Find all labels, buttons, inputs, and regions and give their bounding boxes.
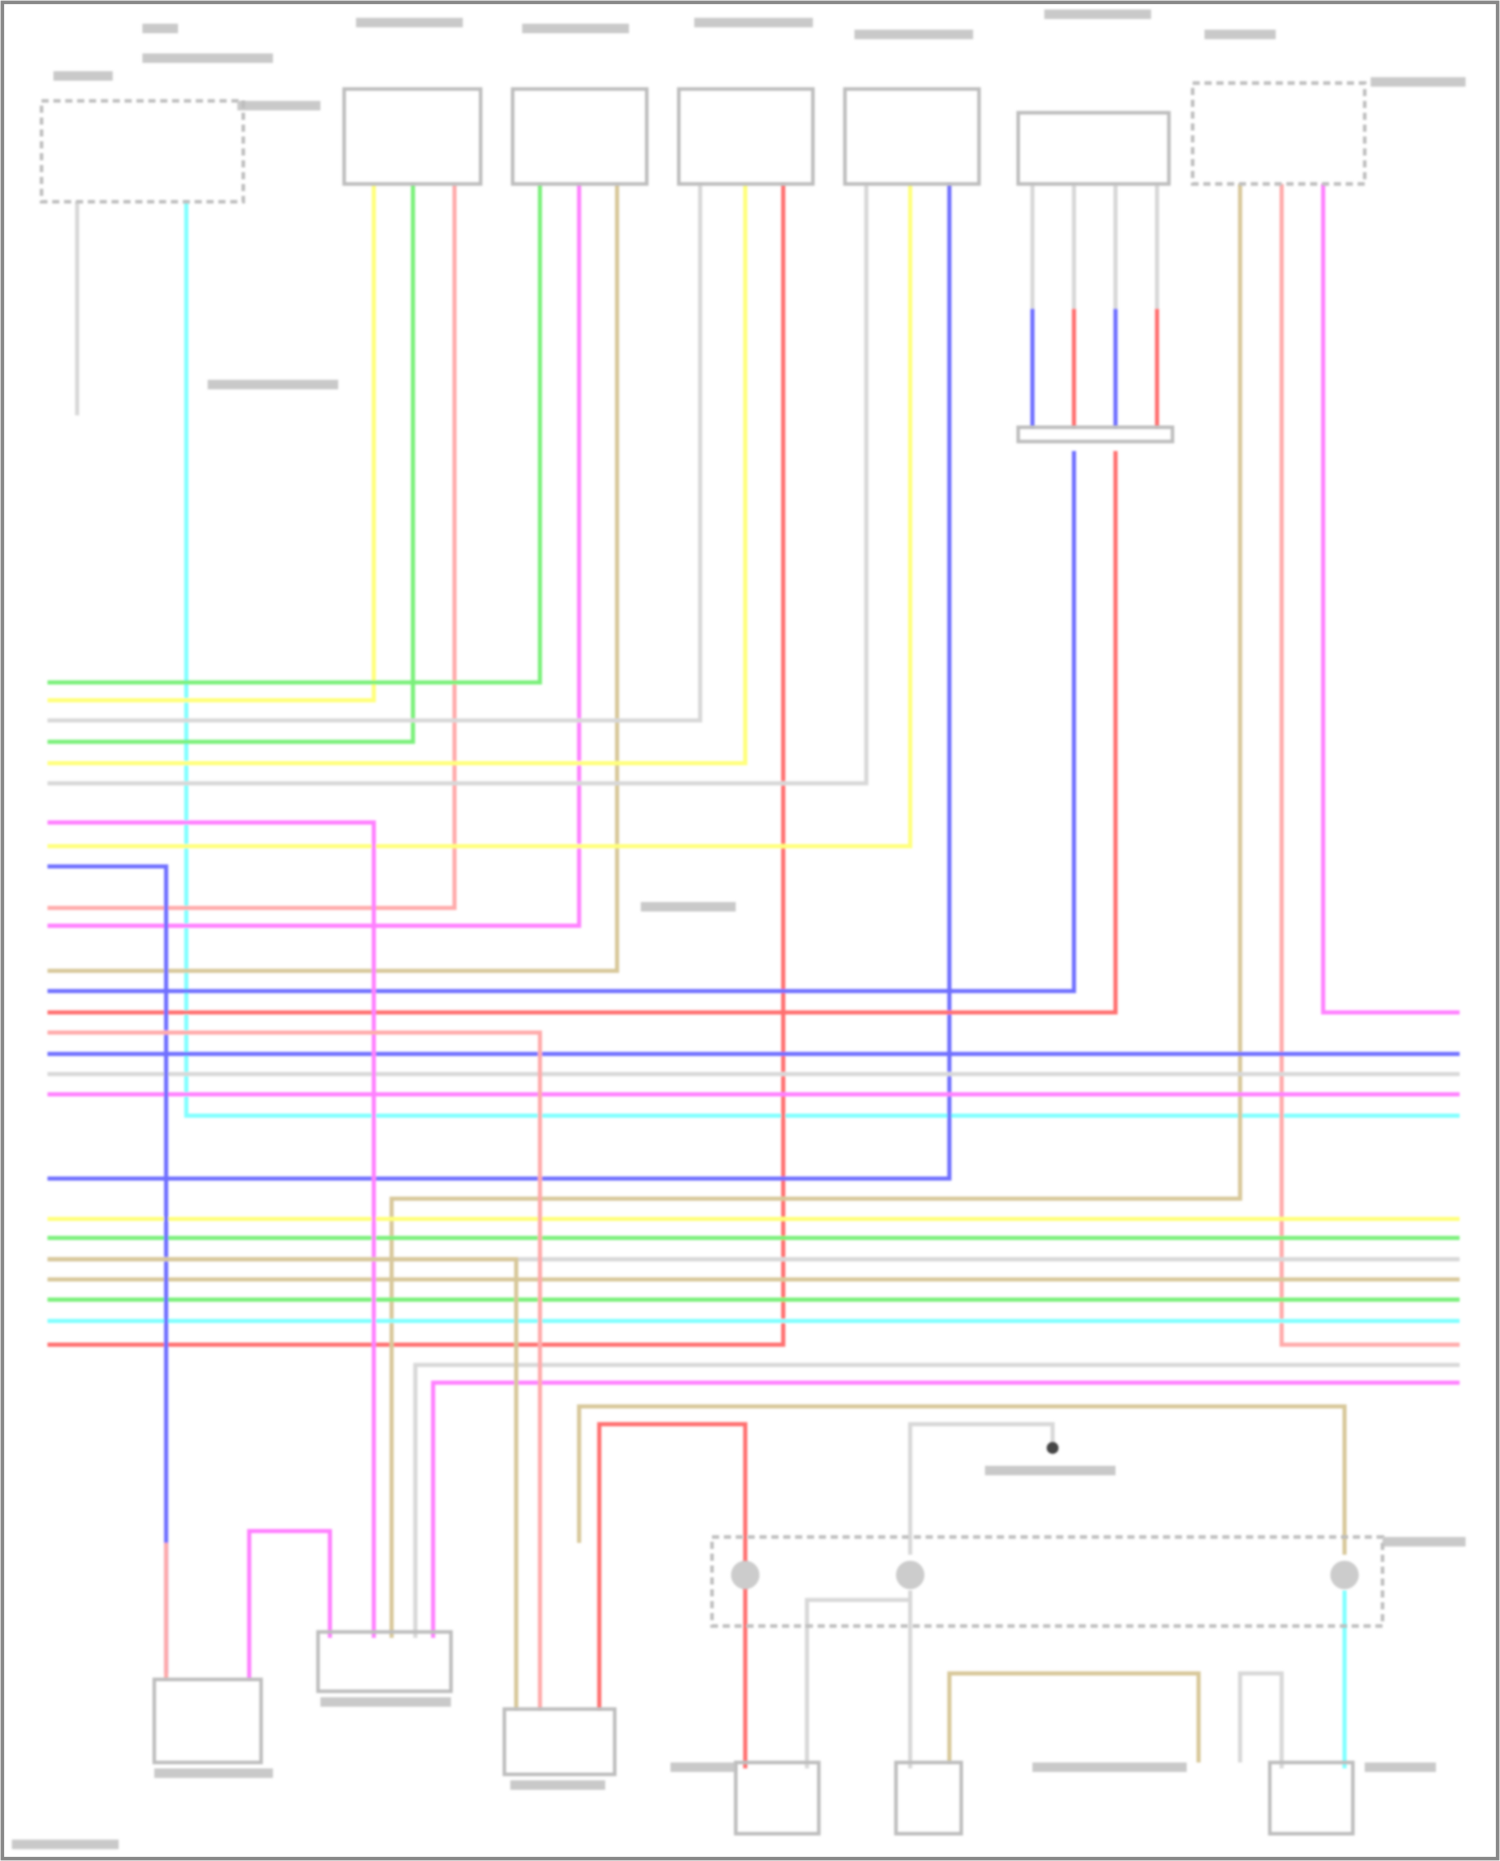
fuse-box bbox=[39, 99, 246, 204]
label-placeholder bbox=[1044, 9, 1152, 19]
magenta-wire bbox=[47, 183, 582, 928]
label-placeholder bbox=[154, 1768, 273, 1778]
label-placeholder bbox=[142, 23, 179, 34]
clockspring-contact-icon bbox=[731, 1560, 760, 1590]
label-placeholder bbox=[854, 29, 974, 40]
relay-box bbox=[1190, 81, 1367, 186]
label-placeholder bbox=[53, 71, 113, 81]
label-placeholder bbox=[1204, 29, 1276, 40]
label-placeholder bbox=[237, 100, 321, 111]
switch bbox=[894, 1760, 964, 1836]
gray-wire bbox=[804, 1597, 911, 1769]
label-placeholder bbox=[356, 17, 463, 28]
label-placeholder bbox=[1370, 77, 1466, 87]
sensor-connector bbox=[510, 87, 649, 186]
label-placeholder bbox=[320, 1697, 451, 1707]
tan-wire bbox=[389, 183, 1243, 1638]
magenta-wire bbox=[431, 1380, 1460, 1638]
steering-column-box bbox=[710, 1535, 1385, 1628]
label-placeholder bbox=[984, 1465, 1116, 1476]
magenta-wire bbox=[47, 820, 376, 1638]
green-wire bbox=[47, 183, 543, 685]
magenta-wire bbox=[247, 1528, 332, 1680]
switch bbox=[733, 1760, 821, 1836]
tan-wire bbox=[47, 183, 620, 973]
tan-wire bbox=[947, 1671, 1201, 1763]
cyan-wire bbox=[184, 201, 1460, 1118]
label-placeholder bbox=[1382, 1536, 1466, 1547]
sensor-connector bbox=[843, 87, 981, 186]
label-placeholder bbox=[11, 1839, 119, 1850]
yellow-wire bbox=[47, 183, 913, 849]
switch bbox=[1267, 1760, 1355, 1836]
label-placeholder bbox=[670, 1762, 736, 1772]
gray-wire bbox=[47, 183, 703, 723]
label-placeholder bbox=[510, 1780, 606, 1790]
yellow-wire bbox=[47, 183, 376, 703]
junction-connector bbox=[316, 1630, 453, 1694]
label-placeholder bbox=[207, 379, 339, 390]
label-placeholder bbox=[142, 53, 273, 63]
red-wire bbox=[47, 451, 1118, 1015]
red-wire bbox=[47, 183, 786, 1347]
tan-wire bbox=[47, 1257, 519, 1710]
green-wire bbox=[47, 183, 416, 744]
red-wire bbox=[597, 1422, 748, 1769]
label-placeholder bbox=[1364, 1762, 1436, 1772]
solenoid-connector bbox=[152, 1677, 263, 1765]
gray-wire bbox=[413, 1362, 1460, 1638]
magenta-wire bbox=[1321, 183, 1460, 1015]
temperature-sensor bbox=[1016, 110, 1171, 186]
tan-wire bbox=[577, 1404, 1347, 1555]
sensor-connector bbox=[342, 87, 483, 186]
sensor-connector bbox=[677, 87, 815, 186]
clockspring-contact-icon bbox=[895, 1560, 925, 1590]
label-placeholder bbox=[1032, 1762, 1187, 1772]
blue-wire bbox=[47, 864, 169, 1674]
pink-wire bbox=[1279, 183, 1460, 1347]
pink-wire bbox=[47, 183, 457, 911]
blue-wire bbox=[47, 183, 952, 1181]
dlc-connector bbox=[502, 1707, 617, 1777]
gray-wire bbox=[47, 183, 869, 786]
clockspring-contact-icon bbox=[1330, 1560, 1359, 1590]
yellow-wire bbox=[47, 183, 748, 766]
pink-wire bbox=[47, 1030, 543, 1710]
gray-wire bbox=[908, 1422, 1055, 1555]
ground-icon bbox=[1046, 1442, 1059, 1454]
blue-wire bbox=[47, 451, 1077, 994]
gray-wire bbox=[1238, 1671, 1284, 1769]
label-placeholder bbox=[640, 902, 736, 912]
splice-block bbox=[1016, 425, 1175, 444]
label-placeholder bbox=[694, 17, 813, 28]
label-placeholder bbox=[522, 23, 629, 34]
